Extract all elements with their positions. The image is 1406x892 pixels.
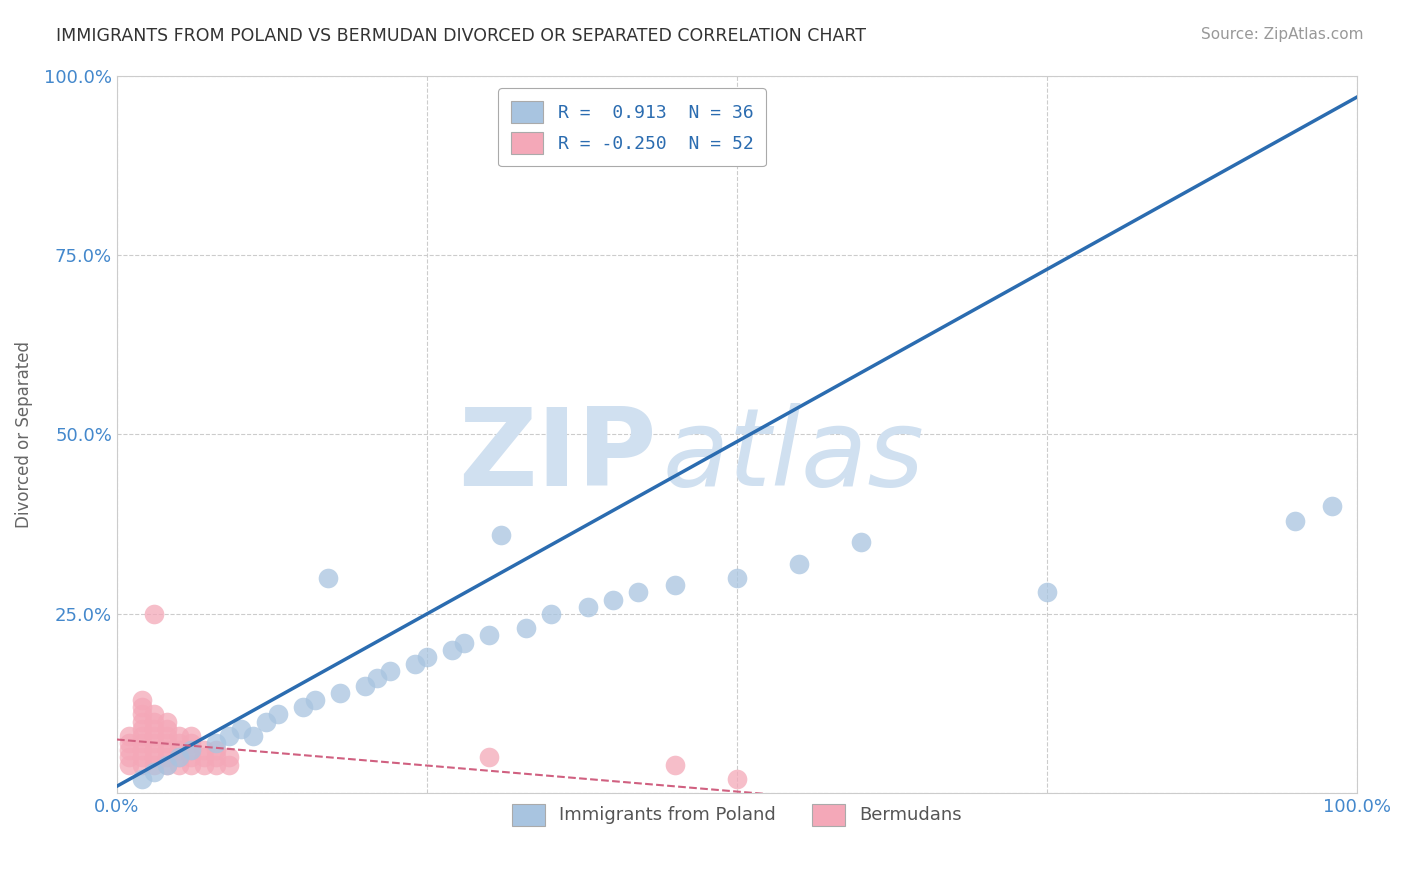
Point <box>118 757 141 772</box>
Legend: Immigrants from Poland, Bermudans: Immigrants from Poland, Bermudans <box>503 795 970 835</box>
Point <box>131 714 153 729</box>
Point <box>576 599 599 614</box>
Point <box>167 736 190 750</box>
Point <box>143 736 166 750</box>
Point <box>180 743 202 757</box>
Point <box>664 757 686 772</box>
Point <box>205 750 228 764</box>
Point <box>155 757 177 772</box>
Text: IMMIGRANTS FROM POLAND VS BERMUDAN DIVORCED OR SEPARATED CORRELATION CHART: IMMIGRANTS FROM POLAND VS BERMUDAN DIVOR… <box>56 27 866 45</box>
Point <box>131 750 153 764</box>
Point <box>143 757 166 772</box>
Point <box>478 628 501 642</box>
Point <box>155 757 177 772</box>
Point <box>143 607 166 621</box>
Y-axis label: Divorced or Separated: Divorced or Separated <box>15 341 32 528</box>
Point <box>378 665 401 679</box>
Point <box>155 729 177 743</box>
Point <box>118 736 141 750</box>
Point <box>205 736 228 750</box>
Point <box>131 772 153 786</box>
Point <box>143 729 166 743</box>
Point <box>316 571 339 585</box>
Point <box>155 743 177 757</box>
Point <box>354 679 377 693</box>
Point <box>1284 514 1306 528</box>
Point <box>602 592 624 607</box>
Point <box>491 528 513 542</box>
Point <box>404 657 426 672</box>
Point <box>131 700 153 714</box>
Point <box>143 722 166 736</box>
Point <box>143 707 166 722</box>
Point <box>180 750 202 764</box>
Point <box>167 743 190 757</box>
Point <box>787 557 810 571</box>
Point <box>627 585 650 599</box>
Point <box>180 729 202 743</box>
Point <box>366 672 388 686</box>
Point <box>329 686 352 700</box>
Point <box>291 700 314 714</box>
Point <box>1322 500 1344 514</box>
Text: atlas: atlas <box>662 403 925 508</box>
Text: ZIP: ZIP <box>458 403 657 509</box>
Point <box>193 750 215 764</box>
Point <box>218 729 240 743</box>
Point <box>167 757 190 772</box>
Point <box>478 750 501 764</box>
Point <box>205 743 228 757</box>
Point <box>193 757 215 772</box>
Point <box>155 714 177 729</box>
Point <box>725 571 748 585</box>
Point <box>180 743 202 757</box>
Point <box>143 714 166 729</box>
Point <box>849 535 872 549</box>
Point <box>725 772 748 786</box>
Point <box>664 578 686 592</box>
Point <box>254 714 277 729</box>
Point <box>155 736 177 750</box>
Point <box>180 757 202 772</box>
Point <box>155 722 177 736</box>
Point <box>218 750 240 764</box>
Point <box>1036 585 1059 599</box>
Point <box>155 750 177 764</box>
Point <box>540 607 562 621</box>
Point <box>453 635 475 649</box>
Point <box>143 743 166 757</box>
Point <box>131 757 153 772</box>
Point <box>242 729 264 743</box>
Point <box>229 722 252 736</box>
Point <box>167 729 190 743</box>
Point <box>131 693 153 707</box>
Point <box>131 743 153 757</box>
Point <box>218 757 240 772</box>
Point <box>440 642 463 657</box>
Point <box>131 736 153 750</box>
Text: Source: ZipAtlas.com: Source: ZipAtlas.com <box>1201 27 1364 42</box>
Point <box>205 757 228 772</box>
Point <box>515 621 537 635</box>
Point <box>304 693 326 707</box>
Point <box>118 750 141 764</box>
Point <box>180 736 202 750</box>
Point <box>131 722 153 736</box>
Point <box>118 729 141 743</box>
Point <box>143 764 166 779</box>
Point <box>143 750 166 764</box>
Point <box>131 707 153 722</box>
Point <box>131 729 153 743</box>
Point <box>267 707 290 722</box>
Point <box>416 650 439 665</box>
Point <box>167 750 190 764</box>
Point <box>118 743 141 757</box>
Point <box>167 750 190 764</box>
Point <box>193 743 215 757</box>
